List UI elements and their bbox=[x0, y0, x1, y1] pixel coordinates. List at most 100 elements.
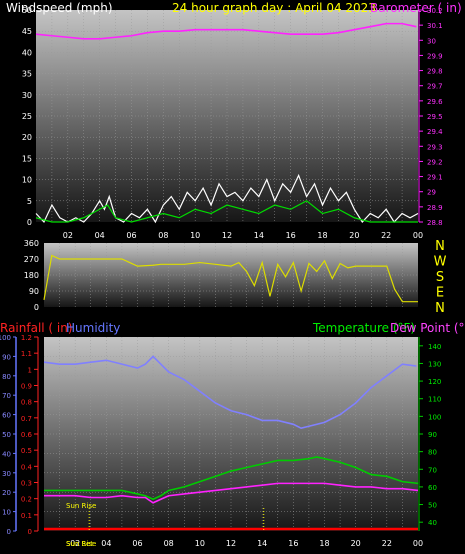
rainfall-tick-label: 0.1 bbox=[21, 512, 32, 520]
humidity-tick-label: 100 bbox=[0, 334, 11, 342]
humidity-series-line bbox=[43, 355, 417, 430]
humidity-tick-label: 0 bbox=[7, 528, 11, 536]
dewpoint-axis-label: Dew Point (°F) bbox=[390, 321, 465, 335]
rainfall-tick-label: 0.2 bbox=[21, 496, 32, 504]
x-tick-label: 02 bbox=[63, 231, 73, 240]
temperature-tick-label: 100 bbox=[428, 413, 441, 421]
x-tick-label: 06 bbox=[132, 539, 142, 548]
windspeed-axis-label: Windspeed (mph) bbox=[6, 1, 113, 15]
direction-panel-series bbox=[43, 254, 418, 303]
x-tick-label: 12 bbox=[222, 231, 232, 240]
x-tick-label: 00 bbox=[413, 231, 423, 240]
climate-panel-series bbox=[43, 355, 419, 531]
wind-tick-label: 45 bbox=[22, 27, 32, 36]
temperature-series-line bbox=[44, 456, 419, 501]
chart-title: 24 hour graph day : April 04 2023 bbox=[172, 1, 376, 15]
humidity-tick-label: 90 bbox=[2, 353, 11, 361]
x-tick-label: 16 bbox=[288, 539, 298, 548]
barometer-tick-label: 30 bbox=[427, 37, 436, 45]
direction-axis-ticks: 0 90 180 270 360 bbox=[24, 239, 39, 312]
direction-tick-label: 360 bbox=[24, 239, 39, 248]
humidity-axis-label: Humidity bbox=[66, 321, 120, 335]
rainfall-tick-label: 0.6 bbox=[21, 431, 33, 439]
x-tick-label: 10 bbox=[190, 231, 200, 240]
humidity-tick-label: 20 bbox=[2, 489, 11, 497]
temperature-tick-label: 130 bbox=[428, 360, 441, 368]
wind-tick-label: 30 bbox=[22, 91, 32, 100]
rainfall-tick-label: 0.9 bbox=[21, 383, 32, 391]
x-tick-label: 18 bbox=[319, 539, 329, 548]
rainfall-tick-label: 0.8 bbox=[21, 399, 32, 407]
x-tick-label: 12 bbox=[226, 539, 236, 548]
barometer-tick-label: 29.9 bbox=[427, 52, 443, 60]
sunrise-label-lower: Sun Rise bbox=[66, 540, 96, 548]
rainfall-tick-label: 0.3 bbox=[21, 480, 32, 488]
rainfall-tick-label: 0 bbox=[28, 528, 32, 536]
wind-series-line bbox=[35, 200, 418, 223]
rainfall-tick-label: 1 bbox=[28, 366, 32, 374]
climate-panel-x-ticks: 02 04 06 08 10 12 14 16 18 20 22 00 bbox=[70, 539, 423, 548]
temperature-tick-label: 70 bbox=[428, 466, 437, 474]
x-tick-label: 20 bbox=[351, 539, 361, 548]
rainfall-axis-ticks: 0 0.1 0.2 0.3 0.4 0.5 0.6 0.7 0.8 0.9 1 1.1 1.2 bbox=[21, 334, 39, 536]
barometer-tick-label: 29.2 bbox=[427, 158, 443, 166]
x-tick-label: 06 bbox=[126, 231, 136, 240]
x-tick-label: 22 bbox=[382, 539, 392, 548]
barometer-tick-label: 29.1 bbox=[427, 174, 443, 182]
wind-tick-label: 10 bbox=[22, 176, 32, 185]
barometer-tick-label: 29.3 bbox=[427, 143, 443, 151]
sunrise-label: Sun Rise bbox=[66, 502, 96, 510]
gust-series-line bbox=[35, 173, 419, 224]
rainfall-tick-label: 0.5 bbox=[21, 447, 32, 455]
x-tick-label: 08 bbox=[158, 231, 168, 240]
direction-series-line bbox=[43, 254, 418, 303]
barometer-tick-label: 29.8 bbox=[427, 68, 443, 76]
barometer-series-line bbox=[35, 22, 417, 40]
direction-tick-label: 180 bbox=[24, 271, 39, 280]
temperature-tick-label: 80 bbox=[428, 449, 437, 457]
humidity-tick-label: 10 bbox=[2, 509, 11, 517]
temperature-axis-ticks: 40 50 60 70 80 90 100 110 120 130 140 bbox=[418, 337, 441, 531]
barometer-tick-label: 29 bbox=[427, 189, 436, 197]
x-tick-label: 04 bbox=[101, 539, 111, 548]
wind-tick-label: 40 bbox=[22, 48, 32, 57]
dewpoint-series-line bbox=[44, 482, 419, 504]
temperature-axis-label: Temperature (°F) bbox=[312, 321, 415, 335]
barometer-tick-label: 29.4 bbox=[427, 128, 443, 136]
x-tick-label: 14 bbox=[257, 539, 267, 548]
rainfall-tick-label: 0.7 bbox=[21, 415, 32, 423]
compass-label: N bbox=[435, 239, 445, 254]
direction-panel-grid bbox=[44, 243, 418, 307]
barometer-axis-label: Barometer ( in) bbox=[370, 1, 462, 15]
temperature-tick-label: 120 bbox=[428, 378, 441, 386]
rainfall-axis-label: Rainfall ( in) bbox=[0, 321, 73, 335]
wind-tick-label: 25 bbox=[22, 112, 32, 121]
x-tick-label: 10 bbox=[195, 539, 205, 548]
barometer-tick-label: 30.1 bbox=[427, 22, 443, 30]
wind-panel-grid bbox=[36, 10, 418, 222]
barometer-tick-label: 29.7 bbox=[427, 83, 443, 91]
compass-label: S bbox=[436, 270, 444, 285]
humidity-tick-label: 40 bbox=[2, 450, 11, 458]
humidity-axis-ticks: 0 10 20 30 40 50 60 70 80 90 100 bbox=[0, 334, 17, 536]
barometer-tick-label: 29.6 bbox=[427, 98, 443, 106]
x-tick-label: 22 bbox=[381, 231, 391, 240]
x-tick-label: 02 bbox=[70, 539, 80, 548]
barometer-tick-label: 28.9 bbox=[427, 204, 443, 212]
rainfall-tick-label: 1.2 bbox=[21, 334, 32, 342]
x-tick-label: 00 bbox=[413, 539, 423, 548]
wind-panel-series bbox=[35, 22, 419, 224]
x-tick-label: 14 bbox=[254, 231, 264, 240]
wind-tick-label: 20 bbox=[22, 133, 32, 142]
x-tick-label: 18 bbox=[317, 231, 327, 240]
barometer-tick-label: 28.8 bbox=[427, 219, 443, 227]
rainfall-tick-label: 0.4 bbox=[21, 463, 33, 471]
x-tick-label: 16 bbox=[286, 231, 296, 240]
climate-panel-grid bbox=[44, 337, 418, 531]
temperature-tick-label: 50 bbox=[428, 502, 437, 510]
direction-tick-label: 90 bbox=[29, 287, 39, 296]
humidity-tick-label: 30 bbox=[2, 470, 11, 478]
temperature-tick-label: 40 bbox=[428, 519, 437, 527]
